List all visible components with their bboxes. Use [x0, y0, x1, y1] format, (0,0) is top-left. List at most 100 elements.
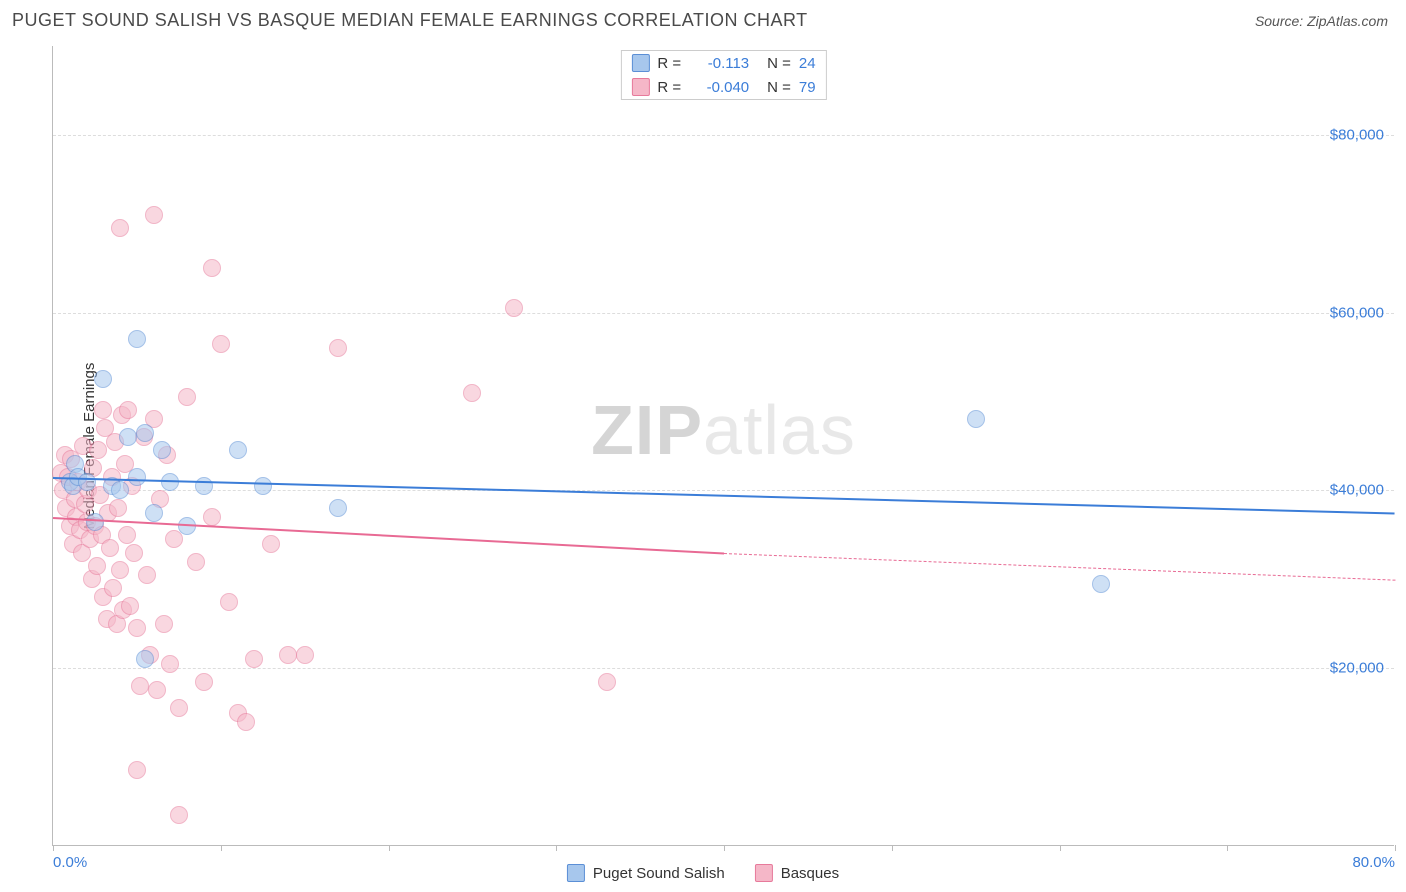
r-label: R = [657, 79, 681, 96]
data-point [229, 441, 247, 459]
chart-title: PUGET SOUND SALISH VS BASQUE MEDIAN FEMA… [12, 10, 808, 31]
n-value: 79 [799, 79, 816, 96]
y-tick-label: $80,000 [1330, 126, 1384, 143]
series-legend: Puget Sound Salish Basques [567, 864, 839, 882]
data-point [170, 699, 188, 717]
n-label: N = [767, 55, 791, 72]
x-tick [892, 845, 893, 851]
data-point [220, 593, 238, 611]
x-tick [1227, 845, 1228, 851]
data-point [111, 219, 129, 237]
data-point [88, 557, 106, 575]
chart-header: PUGET SOUND SALISH VS BASQUE MEDIAN FEMA… [0, 0, 1406, 37]
data-point [237, 713, 255, 731]
data-point [170, 806, 188, 824]
data-point [505, 299, 523, 317]
data-point [296, 646, 314, 664]
data-point [195, 477, 213, 495]
data-point [161, 655, 179, 673]
data-point [329, 499, 347, 517]
data-point [128, 468, 146, 486]
data-point [153, 441, 171, 459]
x-tick [724, 845, 725, 851]
x-tick [556, 845, 557, 851]
legend-row: R =-0.040N =79 [621, 75, 825, 99]
data-point [203, 508, 221, 526]
data-point [104, 579, 122, 597]
trend-line [53, 517, 724, 555]
data-point [463, 384, 481, 402]
data-point [598, 673, 616, 691]
data-point [145, 504, 163, 522]
data-point [138, 566, 156, 584]
r-label: R = [657, 55, 681, 72]
data-point [128, 330, 146, 348]
data-point [155, 615, 173, 633]
watermark: ZIPatlas [591, 390, 856, 470]
chart-area: Median Female Earnings ZIPatlas R =-0.11… [12, 46, 1394, 846]
x-tick [389, 845, 390, 851]
data-point [101, 539, 119, 557]
data-point [78, 473, 96, 491]
legend-swatch [631, 78, 649, 96]
x-tick [221, 845, 222, 851]
watermark-atlas: atlas [703, 391, 856, 469]
data-point [967, 410, 985, 428]
data-point [136, 424, 154, 442]
y-tick-label: $60,000 [1330, 304, 1384, 321]
data-point [94, 401, 112, 419]
data-point [254, 477, 272, 495]
x-tick-label: 0.0% [53, 854, 87, 871]
gridline [53, 313, 1394, 314]
data-point [109, 499, 127, 517]
data-point [279, 646, 297, 664]
trend-line [53, 477, 1395, 515]
data-point [128, 761, 146, 779]
data-point [212, 335, 230, 353]
data-point [89, 441, 107, 459]
data-point [121, 597, 139, 615]
legend-item: Basques [755, 864, 839, 882]
y-tick-label: $40,000 [1330, 482, 1384, 499]
data-point [262, 535, 280, 553]
data-point [1092, 575, 1110, 593]
data-point [111, 561, 129, 579]
data-point [136, 650, 154, 668]
data-point [165, 530, 183, 548]
trend-line [724, 553, 1395, 581]
y-tick-label: $20,000 [1330, 660, 1384, 677]
r-value: -0.113 [689, 55, 749, 72]
data-point [148, 681, 166, 699]
legend-swatch [567, 864, 585, 882]
data-point [94, 370, 112, 388]
data-point [119, 428, 137, 446]
data-point [145, 206, 163, 224]
x-tick-label: 80.0% [1352, 854, 1395, 871]
data-point [118, 526, 136, 544]
data-point [203, 259, 221, 277]
legend-row: R = -0.113 N = 24 [621, 51, 825, 75]
data-point [245, 650, 263, 668]
watermark-zip: ZIP [591, 391, 703, 469]
legend-swatch [755, 864, 773, 882]
chart-source: Source: ZipAtlas.com [1255, 13, 1388, 29]
r-value: -0.040 [689, 79, 749, 96]
x-tick [53, 845, 54, 851]
data-point [195, 673, 213, 691]
data-point [187, 553, 205, 571]
n-value: 24 [799, 55, 816, 72]
data-point [178, 388, 196, 406]
legend-label: Basques [781, 865, 839, 882]
data-point [111, 481, 129, 499]
data-point [131, 677, 149, 695]
x-tick [1395, 845, 1396, 851]
gridline [53, 668, 1394, 669]
plot-region: ZIPatlas R =-0.113N =24R =-0.040N =79 $2… [52, 46, 1394, 846]
gridline [53, 135, 1394, 136]
data-point [329, 339, 347, 357]
data-point [119, 401, 137, 419]
legend-label: Puget Sound Salish [593, 865, 725, 882]
x-tick [1060, 845, 1061, 851]
legend-item: Puget Sound Salish [567, 864, 725, 882]
data-point [125, 544, 143, 562]
